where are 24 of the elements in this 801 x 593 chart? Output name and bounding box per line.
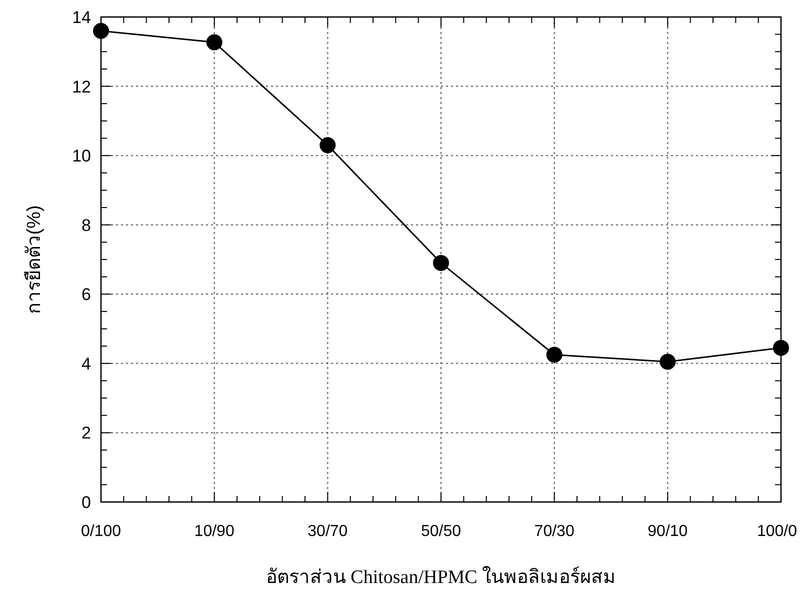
x-tick-label: 0/100 [80,523,122,540]
point [773,340,789,356]
point [433,254,449,271]
y-axis-title: การยืดตัว(%) [24,205,45,314]
point [546,346,562,363]
x-tick-label: 30/70 [308,523,348,540]
x-tick-label: 100/0 [756,523,798,540]
y-tick-label: 4 [82,354,91,374]
y-tick-label: 6 [82,285,91,304]
y-tick-label: 14 [72,8,91,27]
x-tick-label: 70/30 [534,523,574,540]
x-tick-label: 50/50 [420,523,462,540]
y-tick-label: 2 [82,424,91,443]
x-tick-label: 10/90 [194,523,234,540]
y-tick-label: 12 [72,77,91,96]
point [320,137,336,154]
point [206,34,222,50]
x-tick-label: 90/10 [648,523,688,540]
y-tick-label: 10 [72,146,91,166]
x-axis-title: อัตราส่วน Chitosan/HPMC ในพอลิเมอร์ผสม [266,566,616,588]
point [660,354,676,370]
y-tick-label: 0 [82,493,91,512]
point [93,22,109,39]
y-tick-label: 8 [82,216,91,235]
